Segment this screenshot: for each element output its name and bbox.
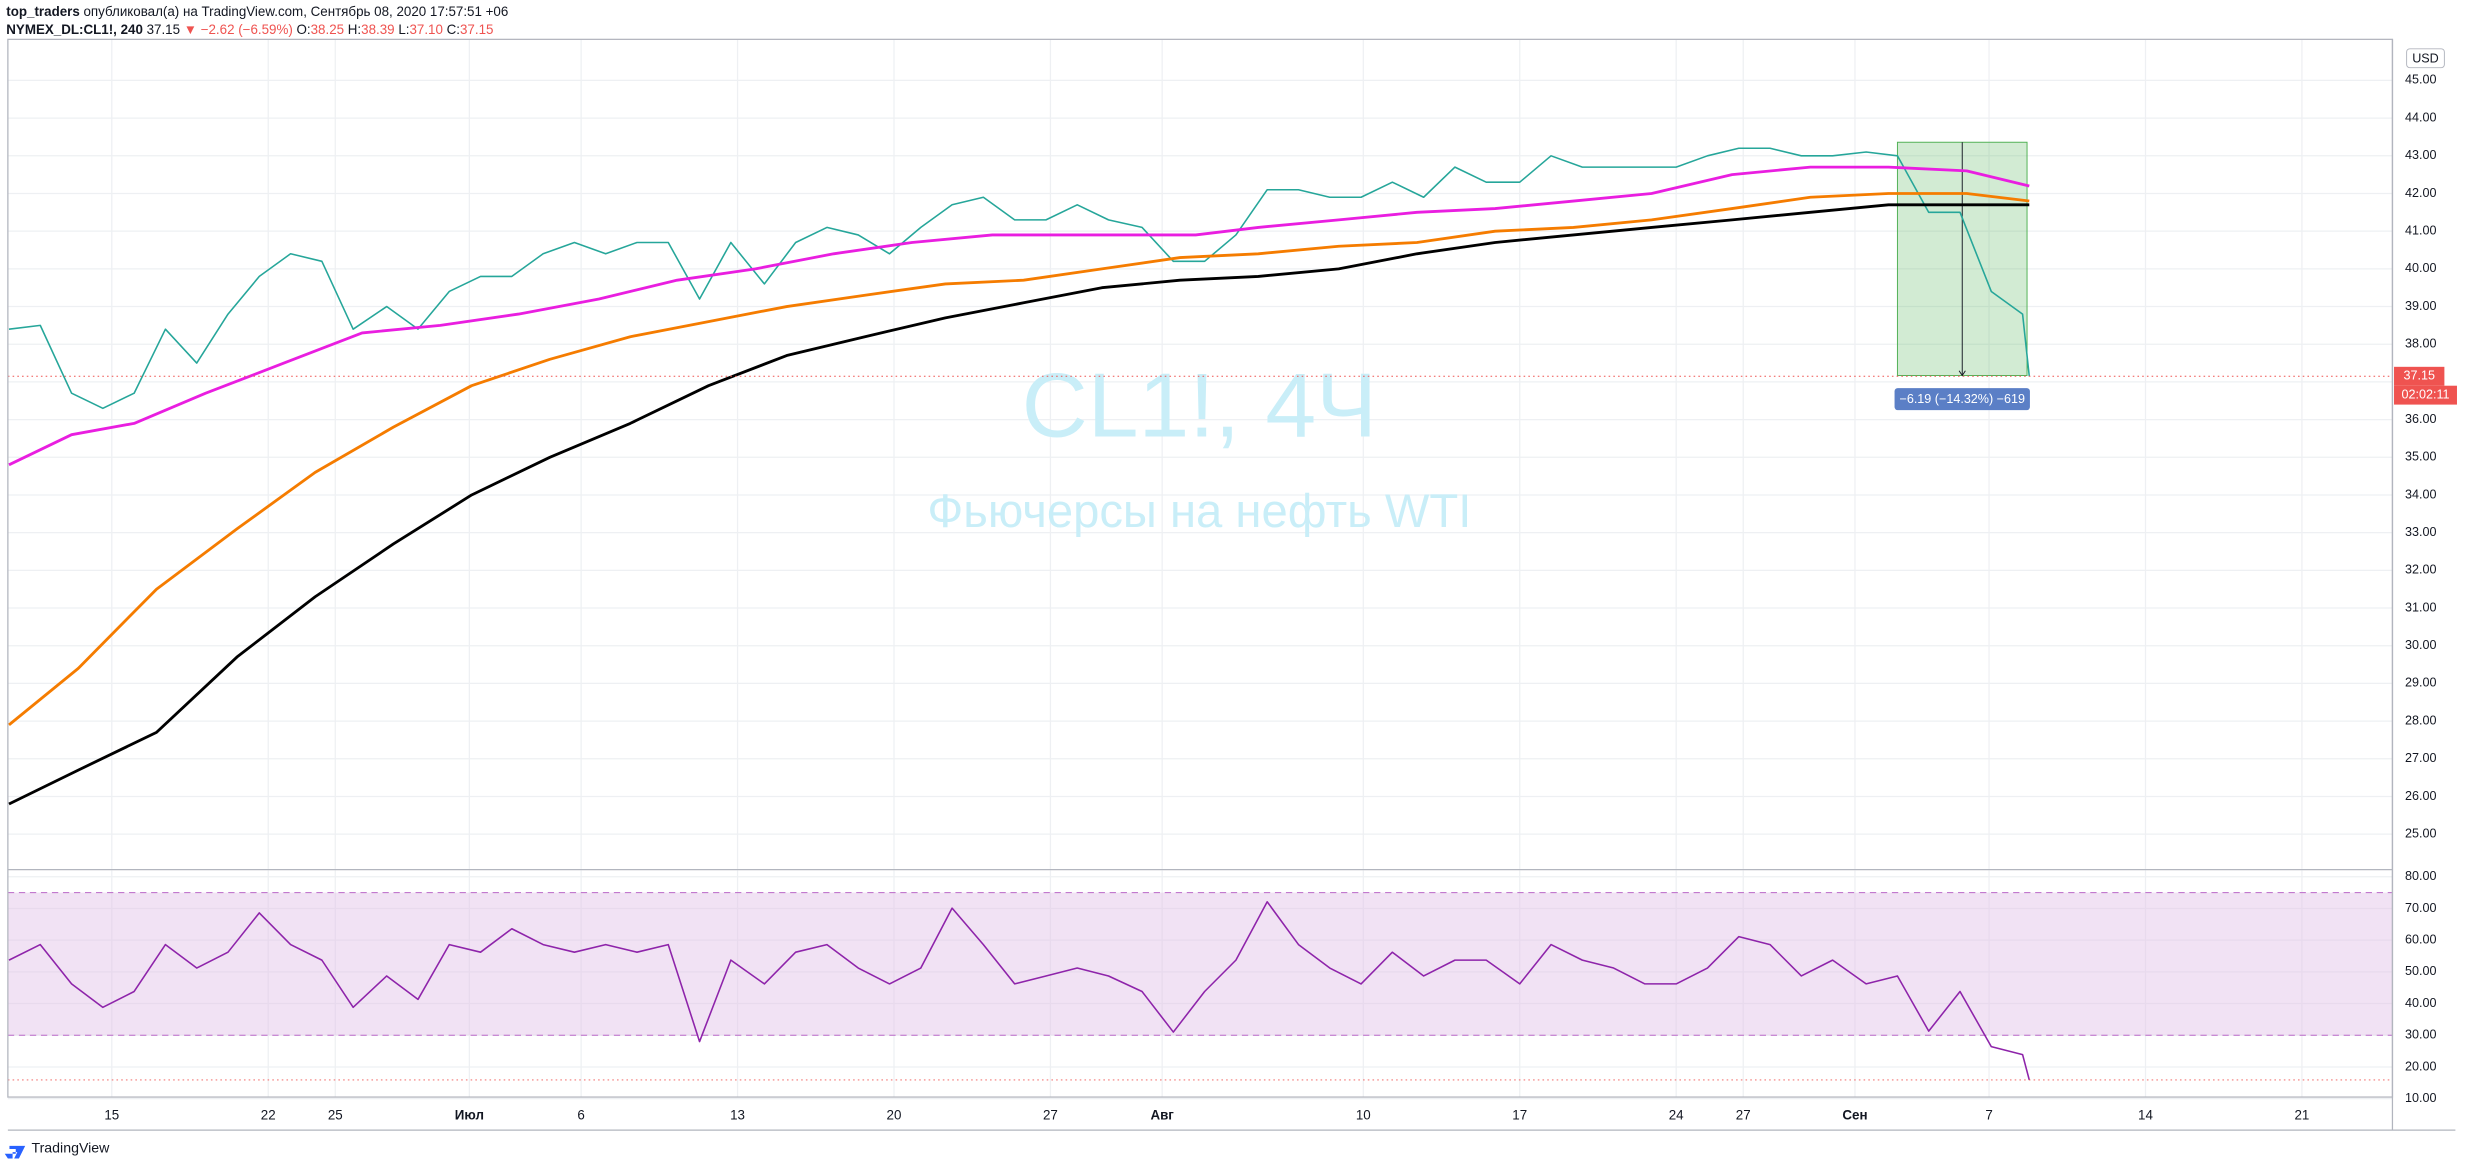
x-tick-label: 7 — [1985, 1107, 1992, 1122]
y-tick-label: 34.00 — [2405, 487, 2436, 501]
ohlc-l-key: L: — [398, 21, 409, 36]
ohlc-o-key: O: — [297, 21, 311, 36]
x-tick-label: 14 — [2138, 1107, 2153, 1122]
ohlc-h-key: H: — [348, 21, 361, 36]
series-line — [8, 901, 2031, 1081]
watermark-title: CL1!, 4Ч — [1022, 354, 1377, 456]
measure-label: −6.19 (−14.32%) −619 — [1899, 392, 2025, 406]
y-tick-label: 45.00 — [2405, 73, 2436, 87]
rsi-band — [7, 892, 2393, 1036]
y-tick-label: 32.00 — [2405, 563, 2436, 577]
y-tick-label: 70.00 — [2405, 901, 2436, 915]
y-tick-label: 30.00 — [2405, 1028, 2436, 1042]
published: опубликовал(а) на TradingView.com, Сентя… — [84, 3, 509, 18]
y-tick-label: 27.00 — [2405, 751, 2436, 765]
watermark-subtitle: Фьючерсы на нефть WTI — [927, 485, 1471, 538]
y-tick-label: 36.00 — [2405, 412, 2436, 426]
x-tick-label: 20 — [887, 1107, 902, 1122]
x-tick-label: Июл — [455, 1107, 484, 1122]
ohlc-c-key: C: — [447, 21, 460, 36]
x-tick-label: 6 — [577, 1107, 584, 1122]
x-tick-label: Авг — [1150, 1107, 1174, 1122]
change: ▼ −2.62 (−6.59%) — [184, 21, 293, 36]
watermark: CL1!, 4Ч Фьючерсы на нефть WTI — [927, 354, 1471, 538]
x-tick-label: 21 — [2294, 1107, 2309, 1122]
y-tick-label: 44.00 — [2405, 110, 2436, 124]
ohlc-l: 37.10 — [409, 21, 442, 36]
ohlc-h: 38.39 — [361, 21, 394, 36]
y-tick-label: 20.00 — [2405, 1059, 2436, 1073]
y-tick-label: 50.00 — [2405, 964, 2436, 978]
plot: −6.19 (−14.32%) −619 — [7, 141, 2393, 1081]
y-tick-label: 42.00 — [2405, 186, 2436, 200]
axes: 25.00 26.00 27.00 28.00 29.00 30.00 31.00 32.00… — [104, 73, 2457, 1122]
measure-label-box — [1894, 388, 2030, 411]
y-tick-label: 60.00 — [2405, 932, 2436, 946]
header-line: top_traders опубликовал(а) на TradingVie… — [6, 3, 508, 18]
x-tick-label: 15 — [104, 1107, 119, 1122]
series-line — [8, 203, 2030, 806]
y-tick-label: 10.00 — [2405, 1091, 2436, 1105]
legend-line: NYMEX_DL:CL1!, 240 37.15 ▼ −2.62 (−6.59%… — [6, 21, 493, 36]
symbol: NYMEX_DL:CL1!, 240 — [6, 21, 143, 36]
price-label-box — [2394, 366, 2445, 386]
x-tick-label: 24 — [1669, 1107, 1684, 1122]
measure-arrowhead — [1958, 370, 1966, 377]
x-tick-label: 17 — [1512, 1107, 1527, 1122]
x-tick-label: 27 — [1043, 1107, 1058, 1122]
y-tick-label: 25.00 — [2405, 826, 2436, 840]
y-tick-label: 35.00 — [2405, 450, 2436, 464]
price-label: 37.15 — [2403, 369, 2434, 383]
y-tick-label: 31.00 — [2405, 600, 2436, 614]
y-tick-label: 29.00 — [2405, 676, 2436, 690]
y-tick-label: 38.00 — [2405, 337, 2436, 351]
x-tick-label: 22 — [261, 1107, 276, 1122]
y-tick-label: 26.00 — [2405, 789, 2436, 803]
ohlc-o: 38.25 — [311, 21, 344, 36]
x-tick-label: 13 — [730, 1107, 745, 1122]
x-tick-label: Сен — [1842, 1107, 1867, 1122]
y-tick-label: 40.00 — [2405, 996, 2436, 1010]
footer-brand: TradingView — [31, 1141, 110, 1157]
currency-label: USD — [2412, 51, 2439, 65]
y-tick-label: 40.00 — [2405, 261, 2436, 275]
footer-logo — [4, 1145, 26, 1159]
author: top_traders — [6, 3, 80, 18]
y-tick-label: 30.00 — [2405, 638, 2436, 652]
y-tick-label: 41.00 — [2405, 224, 2436, 238]
series-line — [8, 192, 2030, 726]
y-tick-label: 43.00 — [2405, 148, 2436, 162]
series-line — [8, 165, 2030, 467]
x-tick-label: 25 — [328, 1107, 343, 1122]
countdown: 02:02:11 — [2401, 387, 2449, 401]
y-tick-label: 39.00 — [2405, 299, 2436, 313]
x-tick-label: 10 — [1356, 1107, 1371, 1122]
currency-box — [2406, 48, 2445, 69]
y-tick-label: 28.00 — [2405, 713, 2436, 727]
y-tick-label: 33.00 — [2405, 525, 2436, 539]
series-line — [8, 147, 2031, 410]
y-tick-label: 80.00 — [2405, 869, 2436, 883]
ohlc-c: 37.15 — [460, 21, 493, 36]
x-tick-label: 27 — [1736, 1107, 1751, 1122]
countdown-box — [2394, 385, 2457, 405]
last-price: 37.15 — [147, 21, 180, 36]
